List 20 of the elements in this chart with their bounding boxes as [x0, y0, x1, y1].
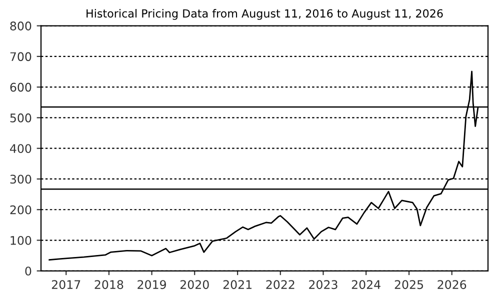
x-tick-label: 2017	[52, 280, 80, 290]
y-tick-label: 400	[10, 144, 32, 154]
x-tick-label: 2022	[266, 280, 294, 290]
x-tick-label: 2023	[309, 280, 338, 290]
x-tick-label: 2026	[438, 280, 466, 290]
y-tick-label: 100	[10, 236, 32, 245]
x-tick-label: 2021	[223, 280, 252, 290]
x-tick-label: 2019	[138, 280, 166, 290]
y-tick-label: 500	[10, 113, 32, 122]
y-tick-label: 800	[10, 22, 32, 30]
x-tick-label: 2018	[94, 280, 124, 290]
y-tick-label: 300	[10, 174, 32, 184]
y-tick-label: 200	[10, 205, 32, 214]
y-tick-label: 0	[25, 266, 32, 276]
y-tick-label: 700	[10, 52, 32, 62]
x-tick-label: 2024	[352, 280, 380, 290]
y-tick-label: 600	[10, 82, 32, 92]
x-tick-label: 2025	[394, 280, 424, 290]
chart-title: Historical Pricing Data from August 11, 2016 to August 11, 2026	[86, 9, 443, 20]
x-tick-label: 2020	[180, 280, 209, 290]
